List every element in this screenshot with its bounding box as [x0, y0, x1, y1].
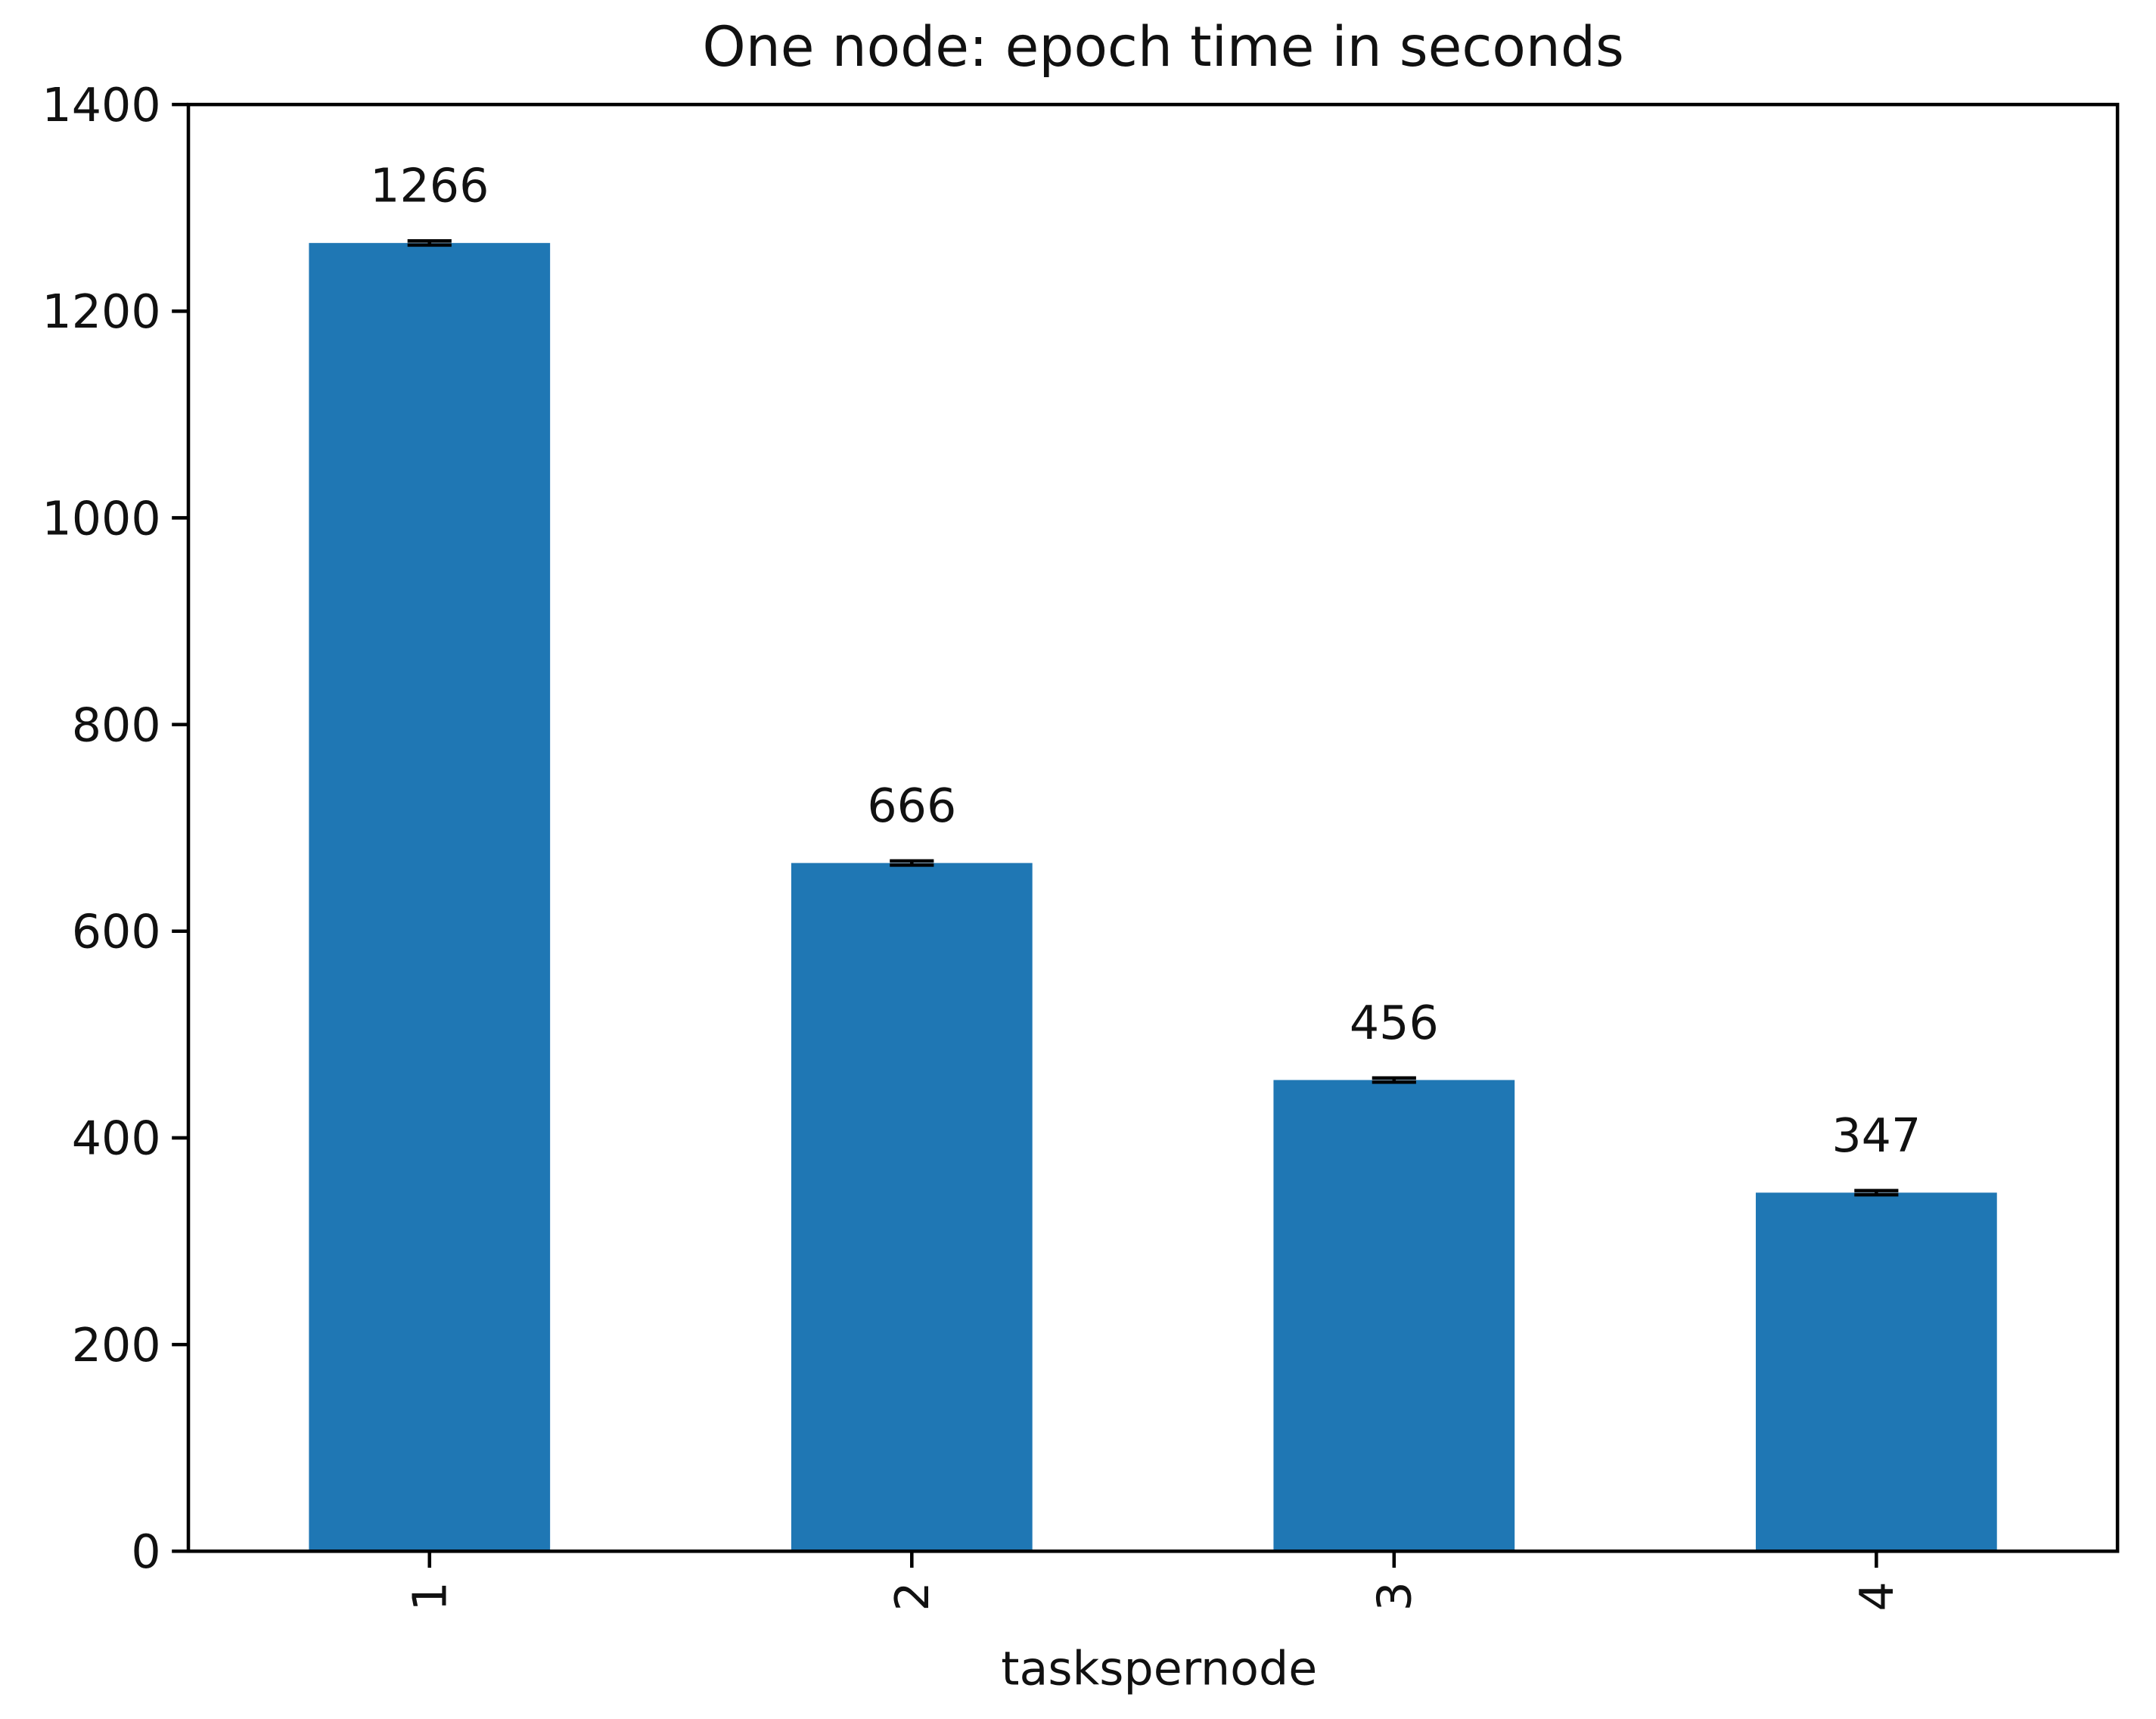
x-tick-label: 4	[1850, 1581, 1904, 1611]
y-tick-label: 0	[131, 1525, 160, 1579]
error-bar	[407, 239, 452, 247]
bar	[1755, 1192, 1997, 1552]
x-tick-label: 1	[403, 1581, 458, 1611]
error-bar	[890, 859, 934, 867]
bar	[791, 863, 1033, 1552]
bar	[309, 243, 551, 1552]
y-tick-label: 600	[72, 905, 161, 959]
value-label: 456	[1350, 996, 1439, 1050]
y-tick-label: 1000	[42, 491, 160, 546]
x-axis-label: taskspernode	[1001, 1642, 1317, 1696]
y-tick-label: 1400	[42, 78, 160, 132]
chart-title: One node: epoch time in seconds	[703, 16, 1624, 79]
error-bar	[1372, 1076, 1416, 1084]
value-label: 1266	[370, 159, 489, 213]
axes-frame	[186, 102, 2120, 1553]
y-tick-label: 800	[72, 698, 161, 752]
value-label: 666	[867, 779, 956, 833]
error-bar	[1854, 1189, 1899, 1197]
x-tick-label: 3	[1368, 1581, 1422, 1611]
y-tick-label: 400	[72, 1111, 161, 1166]
y-tick-label: 1200	[42, 284, 160, 339]
value-label: 347	[1831, 1108, 1921, 1163]
y-tick-label: 200	[72, 1318, 161, 1372]
x-tick-label: 2	[885, 1581, 940, 1611]
bar	[1273, 1080, 1515, 1552]
plot-area: 0 200 400 600 800 1000 1200 1400 1 1266 2 666 3 456 4 3…	[42, 78, 1997, 1612]
